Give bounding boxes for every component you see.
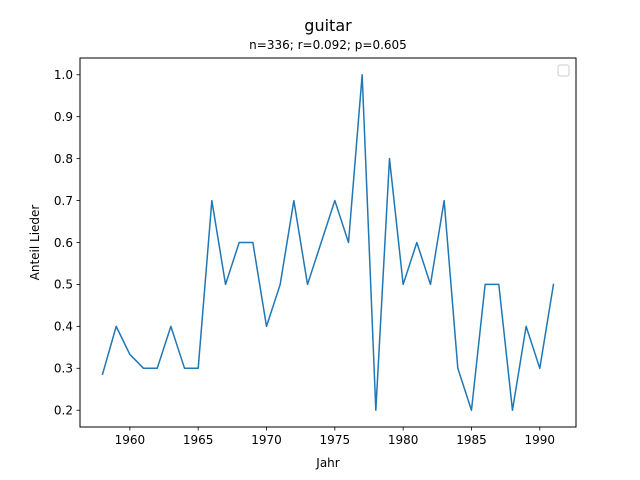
x-tick-label: 1990 — [525, 433, 556, 447]
series-line-0 — [101, 74, 555, 411]
y-tick-label: 0.2 — [54, 404, 73, 418]
y-axis: 0.2 0.3 0.4 0.5 0.6 0.7 0.8 0.9 1.0 — [54, 68, 80, 418]
plot-area — [101, 74, 555, 411]
x-axis: 1960 1965 1970 1975 1980 1985 1990 — [115, 427, 555, 447]
x-tick-label: 1965 — [183, 433, 214, 447]
axes-frame — [79, 57, 577, 428]
x-axis-label: Jahr — [315, 456, 339, 470]
legend-box — [557, 64, 570, 77]
x-tick-label: 1970 — [251, 433, 282, 447]
y-axis-label: Anteil Lieder — [28, 205, 42, 281]
x-tick-label: 1980 — [388, 433, 419, 447]
x-tick-label: 1960 — [115, 433, 146, 447]
chart-subtitle: n=336; r=0.092; p=0.605 — [249, 38, 407, 52]
y-tick-label: 1.0 — [54, 68, 73, 82]
x-tick-label: 1985 — [456, 433, 487, 447]
y-tick-label: 0.3 — [54, 362, 73, 376]
y-tick-label: 0.8 — [54, 152, 73, 166]
y-tick-label: 0.7 — [54, 194, 73, 208]
y-tick-label: 0.9 — [54, 110, 73, 124]
y-tick-label: 0.5 — [54, 278, 73, 292]
y-tick-label: 0.4 — [54, 320, 73, 334]
chart-title: guitar — [304, 16, 352, 35]
y-tick-label: 0.6 — [54, 236, 73, 250]
x-tick-label: 1975 — [320, 433, 351, 447]
